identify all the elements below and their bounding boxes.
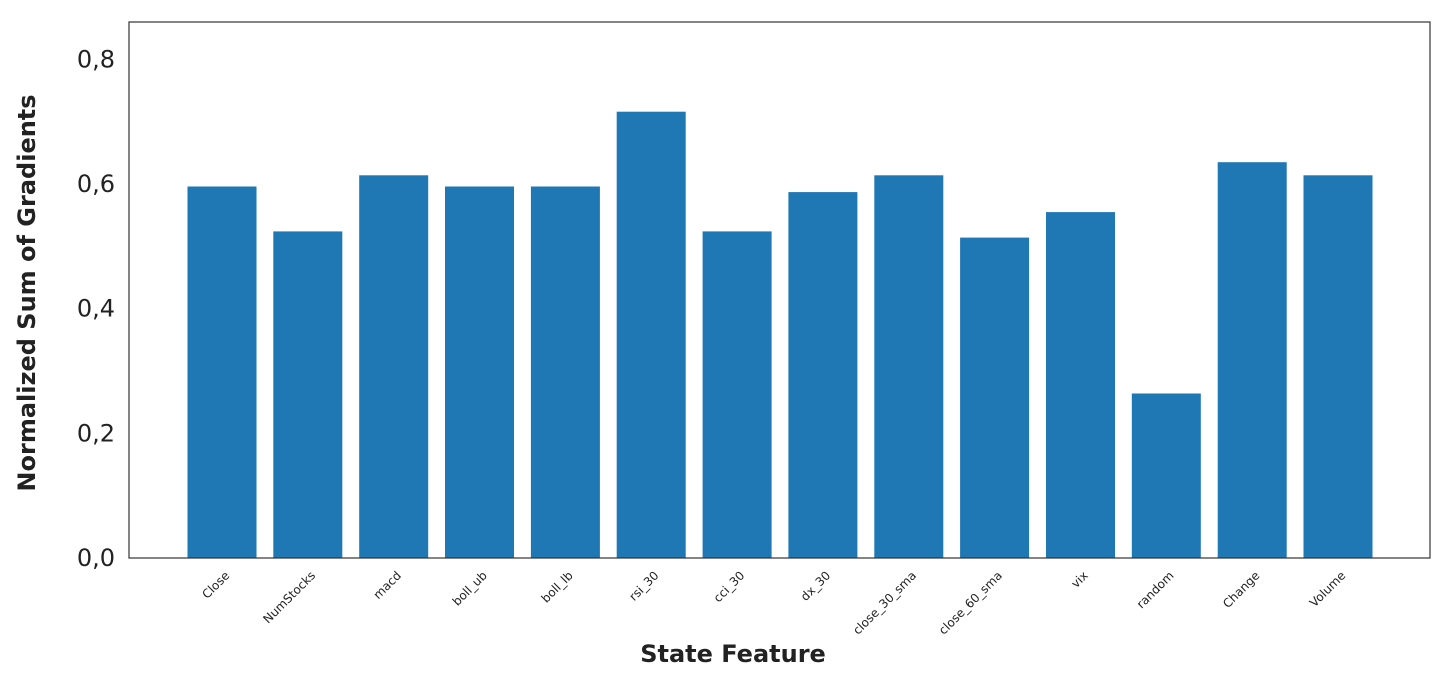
bar-vix bbox=[1046, 212, 1115, 558]
x-tick-label: dx_30 bbox=[798, 568, 833, 603]
bar-close bbox=[187, 186, 257, 558]
y-tick-label: 0,0 bbox=[77, 544, 115, 572]
y-axis-title: Normalized Sum of Gradients bbox=[13, 94, 41, 491]
y-tick-label: 0,4 bbox=[77, 295, 115, 323]
bar-boll-lb bbox=[530, 186, 600, 558]
y-tick-label: 0,2 bbox=[77, 419, 115, 447]
bar-macd bbox=[359, 175, 429, 559]
x-tick-label: rsi_30 bbox=[626, 568, 661, 603]
bar-cci-30 bbox=[702, 231, 772, 558]
y-tick-label: 0,8 bbox=[77, 45, 115, 73]
bar-numstocks bbox=[273, 231, 343, 558]
bar-dx-30 bbox=[788, 192, 858, 558]
x-axis-ticks: Close NumStocks macd boll_ub boll_lb rsi_30 cc… bbox=[199, 568, 1348, 637]
x-tick-label: NumStocks bbox=[260, 568, 318, 626]
bars-group bbox=[187, 111, 1373, 559]
x-tick-label: boll_lb bbox=[539, 568, 576, 605]
x-tick-label: Change bbox=[1220, 568, 1262, 610]
bar-random bbox=[1131, 393, 1201, 558]
y-tick-label: 0,6 bbox=[77, 170, 115, 198]
x-tick-label: vix bbox=[1068, 568, 1090, 590]
x-tick-label: cci_30 bbox=[711, 568, 748, 605]
x-tick-label: Volume bbox=[1307, 568, 1348, 609]
bar-boll-ub bbox=[445, 186, 514, 558]
bar-rsi-30 bbox=[616, 111, 686, 558]
x-tick-label: random bbox=[1134, 568, 1177, 611]
x-tick-label: boll_ub bbox=[450, 568, 490, 608]
y-axis-ticks: 0,0 0,2 0,4 0,6 0,8 bbox=[77, 45, 115, 572]
bar-close-30-sma bbox=[874, 175, 944, 559]
x-tick-label: close_60_sma bbox=[936, 568, 1005, 637]
bar-close-60-sma bbox=[960, 237, 1030, 558]
bar-change bbox=[1217, 162, 1287, 558]
x-axis-title: State Feature bbox=[640, 640, 826, 668]
x-tick-label: Close bbox=[199, 568, 232, 601]
x-tick-label: close_30_sma bbox=[850, 568, 919, 637]
plot-frame bbox=[128, 21, 1431, 559]
x-tick-label: macd bbox=[371, 568, 404, 601]
bar-volume bbox=[1303, 175, 1373, 559]
